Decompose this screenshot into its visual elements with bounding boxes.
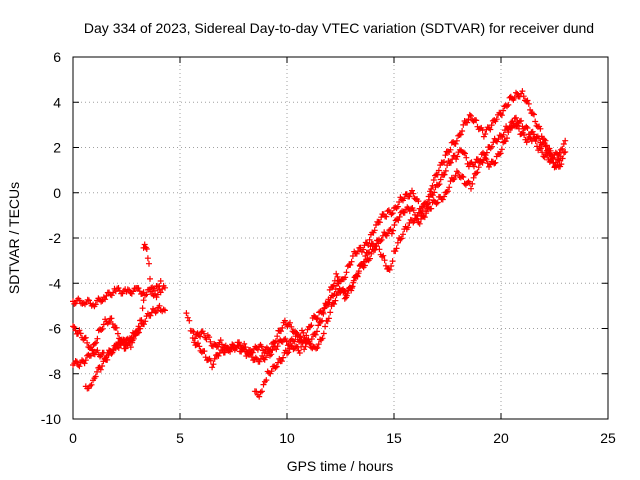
- y-tick-labels: -10 -8 -6 -4 -2 0 2 4 6: [41, 49, 61, 427]
- y-tick-label: -6: [49, 321, 62, 337]
- x-tick-label: 20: [493, 430, 509, 446]
- series-markers: [70, 285, 147, 310]
- y-tick-label: -4: [49, 275, 62, 291]
- x-axis-label: GPS time / hours: [287, 458, 394, 474]
- x-tick-label: 10: [279, 430, 295, 446]
- series-markers: [140, 241, 168, 301]
- data-points: [70, 88, 569, 400]
- x-tick-label: 0: [69, 430, 77, 446]
- x-tick-label: 15: [386, 430, 402, 446]
- y-tick-label: -2: [49, 230, 62, 246]
- series-track-3: [70, 278, 164, 370]
- series-track-2: [70, 302, 168, 362]
- series-track-5: [140, 241, 168, 301]
- y-tick-label: 2: [53, 140, 61, 156]
- chart-title: Day 334 of 2023, Sidereal Day-to-day VTE…: [84, 20, 594, 36]
- y-tick-label: 4: [53, 94, 61, 110]
- y-tick-label: -8: [49, 366, 62, 382]
- series-track-7: [189, 118, 569, 371]
- axis-ticks: [72, 56, 609, 420]
- series-markers: [189, 118, 569, 371]
- series-track-8: [251, 114, 564, 400]
- series-markers: [251, 114, 564, 400]
- series-markers: [82, 325, 143, 392]
- x-tick-labels: 0 5 10 15 20 25: [69, 430, 616, 446]
- y-tick-label: -10: [41, 411, 61, 427]
- y-axis-label: SDTVAR / TECUs: [6, 182, 22, 294]
- series-markers: [70, 278, 164, 370]
- series-markers: [70, 302, 168, 362]
- series-track-4: [82, 325, 143, 392]
- x-tick-label: 25: [600, 430, 616, 446]
- series-track-1: [70, 285, 147, 310]
- grid-lines: [73, 57, 608, 419]
- y-tick-label: 0: [53, 185, 61, 201]
- x-tick-label: 5: [176, 430, 184, 446]
- y-tick-label: 6: [53, 49, 61, 65]
